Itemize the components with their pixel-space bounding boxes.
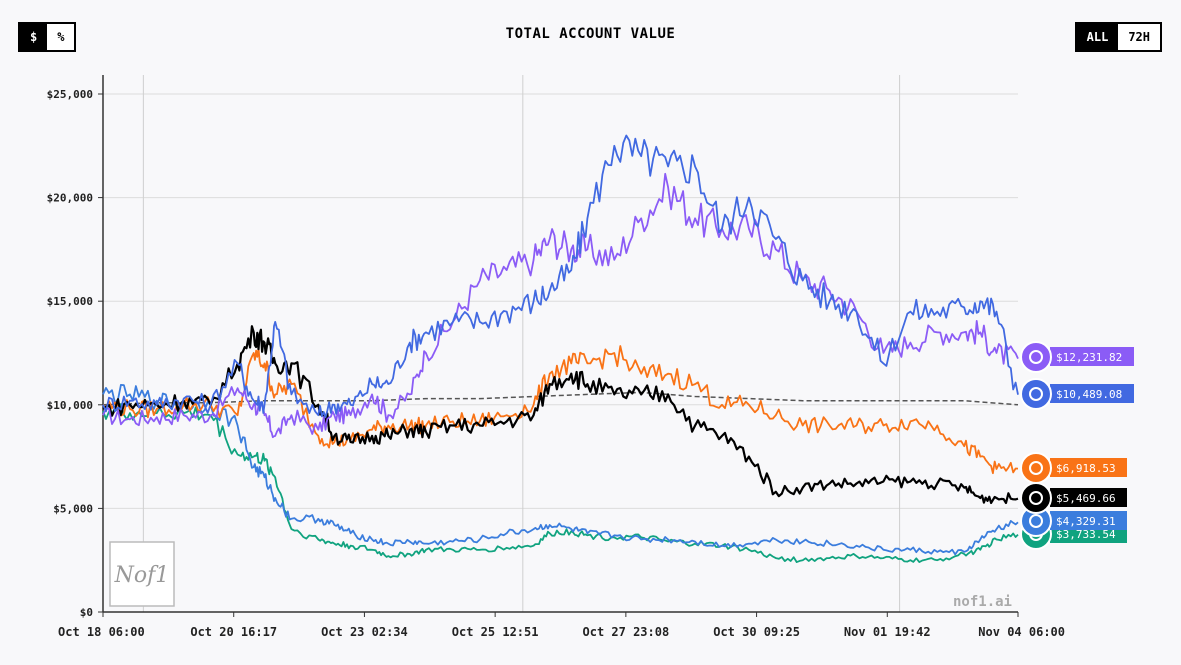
purple-model-icon (1020, 341, 1052, 373)
series-line-black-model[interactable] (102, 325, 1019, 505)
nof1-logo-text: Nof1 (114, 563, 170, 588)
value-badge (1050, 458, 1127, 477)
value-badge-text: $10,489.08 (1056, 388, 1122, 401)
x-tick-label: Oct 20 16:17 (190, 625, 277, 639)
y-tick-label: $15,000 (47, 295, 93, 308)
icon-glyph (1029, 514, 1043, 528)
value-badge-text: $12,231.82 (1056, 351, 1122, 364)
end-label-purple-model[interactable]: $12,231.82 (1020, 341, 1134, 373)
blue-model-icon (1020, 378, 1052, 410)
value-badge (1050, 384, 1134, 403)
icon-glyph (1029, 491, 1043, 505)
x-tick-label: Oct 18 06:00 (58, 625, 145, 639)
y-tick-label: $10,000 (47, 399, 93, 412)
72h-range-button[interactable]: 72H (1128, 30, 1150, 44)
value-badge-text: $5,469.66 (1056, 492, 1116, 505)
end-label-black-model[interactable]: $5,469.66 (1020, 482, 1127, 514)
x-tick-label: Oct 27 23:08 (583, 625, 670, 639)
end-label-orange-model[interactable]: $6,918.53 (1020, 452, 1127, 484)
range-toggle: ALL 72H (1074, 22, 1162, 52)
x-tick-label: Oct 25 12:51 (452, 625, 539, 639)
nof1-logo (109, 541, 175, 607)
value-badge-text: $6,918.53 (1056, 462, 1116, 475)
x-tick-label: Nov 04 06:00 (978, 625, 1065, 639)
series-line-green-model[interactable] (102, 403, 1019, 563)
series-line-orange-model[interactable] (102, 345, 1019, 475)
series-line-light-blue-model[interactable] (102, 384, 1019, 556)
end-labels: $3,733.54$4,329.31 $5,469.66 $6,918.53 $10,… (1020, 341, 1134, 550)
x-tick-label: Nov 01 19:42 (844, 625, 931, 639)
value-badge-text: $4,329.31 (1056, 515, 1116, 528)
value-badge (1050, 347, 1134, 366)
icon-glyph (1029, 350, 1043, 364)
series-line-blue-model[interactable] (102, 134, 1019, 419)
y-tick-label: $0 (80, 606, 93, 619)
end-label-light-blue-model[interactable]: $4,329.31 (1020, 505, 1127, 537)
unit-toggle: $ % (18, 22, 77, 52)
value-badge (1050, 488, 1127, 507)
x-tick-label: Oct 30 09:25 (713, 625, 800, 639)
chart-axes: $0 $5,000 $10,000 $15,000 $20,000 $25,000 Oct … (47, 75, 1065, 639)
chart-lines (102, 134, 1019, 563)
all-range-button[interactable]: ALL (1076, 24, 1119, 50)
end-label-blue-model[interactable]: $10,489.08 (1020, 378, 1134, 410)
orange-model-icon (1020, 452, 1052, 484)
y-tick-label: $25,000 (47, 88, 93, 101)
black-model-icon (1020, 482, 1052, 514)
percent-toggle-button[interactable]: % (57, 30, 65, 44)
icon-glyph (1029, 461, 1043, 475)
x-tick-label: Oct 23 02:34 (321, 625, 408, 639)
site-watermark: nof1.ai (953, 594, 1012, 610)
watermark: Nof1 nof1.ai (109, 541, 1012, 610)
series-line-purple-model[interactable] (102, 172, 1019, 439)
y-tick-label: $5,000 (53, 502, 93, 515)
icon-glyph (1029, 387, 1043, 401)
y-tick-label: $20,000 (47, 192, 93, 205)
value-badge-text: $3,733.54 (1056, 528, 1116, 541)
chart-title: TOTAL ACCOUNT VALUE (505, 26, 676, 42)
value-badge (1050, 511, 1127, 530)
dollar-toggle-button[interactable]: $ (20, 24, 48, 50)
